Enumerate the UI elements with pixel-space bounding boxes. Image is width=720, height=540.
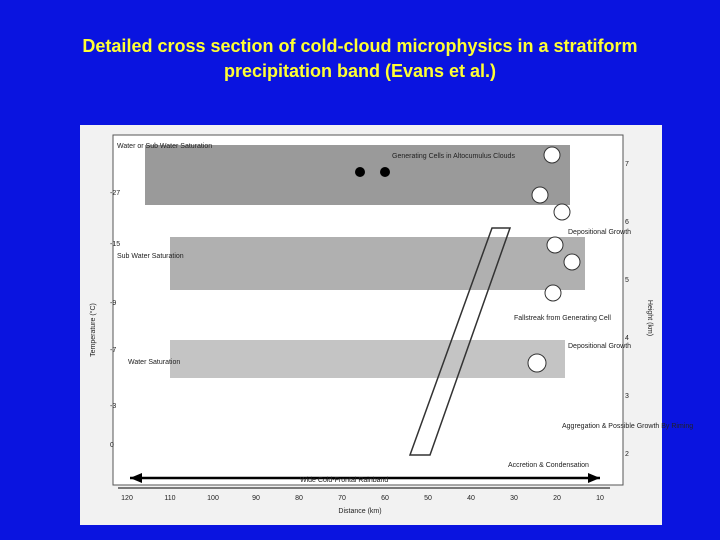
crystal-icon	[546, 236, 564, 254]
band-middle	[170, 237, 585, 290]
tick-labels: 120 110 100 90 80 70 60 50 40 30 20 10 -27 -15 -9 -7 -3 0…	[110, 161, 629, 502]
x-tick-label: 100	[207, 495, 219, 502]
x-tick-label: 20	[553, 495, 561, 502]
height-tick-label: 6	[625, 219, 629, 226]
arrow-head	[588, 473, 600, 483]
x-tick-label: 40	[467, 495, 475, 502]
annotation: Depositional Growth	[568, 229, 631, 236]
x-tick-label: 10	[596, 495, 604, 502]
annotation: Sub Water Saturation	[117, 253, 184, 260]
height-tick-label: 5	[625, 277, 629, 284]
annotation: Water or Sub Water Saturation	[117, 143, 212, 150]
height-tick-label: 2	[625, 451, 629, 458]
temperature-tick-label: -3	[110, 403, 116, 410]
x-tick-label: 120	[121, 495, 133, 502]
crystal-icon	[527, 353, 547, 373]
axis-label: Distance (km)	[338, 508, 381, 515]
arrow-head	[130, 473, 142, 483]
height-tick-label: 4	[625, 335, 629, 342]
annotation: Fallstreak from Generating Cell	[514, 315, 611, 322]
annotation: Water Saturation	[128, 359, 180, 366]
crystal-icon	[563, 253, 581, 271]
x-tick-label: 90	[252, 495, 260, 502]
x-tick-label: 60	[381, 495, 389, 502]
crystal-icon	[543, 146, 561, 164]
crystal-icon	[531, 186, 549, 204]
axis-label: Temperature (°C)	[89, 303, 97, 357]
axis-label: Height (km)	[646, 300, 653, 336]
x-tick-label: 30	[510, 495, 518, 502]
height-tick-label: 3	[625, 393, 629, 400]
fallstreak-outline	[408, 227, 512, 456]
x-tick-label: 110	[164, 495, 175, 502]
slide-title: Detailed cross section of cold-cloud mic…	[82, 36, 638, 81]
annotation: Wide Cold-Frontal Rainband	[300, 477, 388, 484]
temperature-tick-label: 0	[110, 442, 114, 449]
crystal	[355, 167, 365, 177]
crystal-icon	[553, 203, 571, 221]
annotation: Generating Cells in Altocumulus Clouds	[392, 153, 515, 160]
crystal-icon	[544, 284, 562, 302]
x-tick-label: 50	[424, 495, 432, 502]
crystal	[380, 167, 390, 177]
temperature-tick-label: -27	[110, 190, 120, 197]
temperature-tick-label: -9	[110, 300, 116, 307]
annotation: Aggregation & Possible Growth By Riming	[562, 423, 693, 430]
x-tick-label: 70	[338, 495, 346, 502]
temperature-tick-label: -15	[110, 241, 120, 248]
annotation: Accretion & Condensation	[508, 462, 589, 469]
x-tick-label: 80	[295, 495, 303, 502]
height-tick-label: 7	[625, 161, 629, 168]
annotation: Depositional Growth	[568, 343, 631, 350]
temperature-tick-label: -7	[110, 347, 116, 354]
band-lower	[170, 340, 565, 378]
